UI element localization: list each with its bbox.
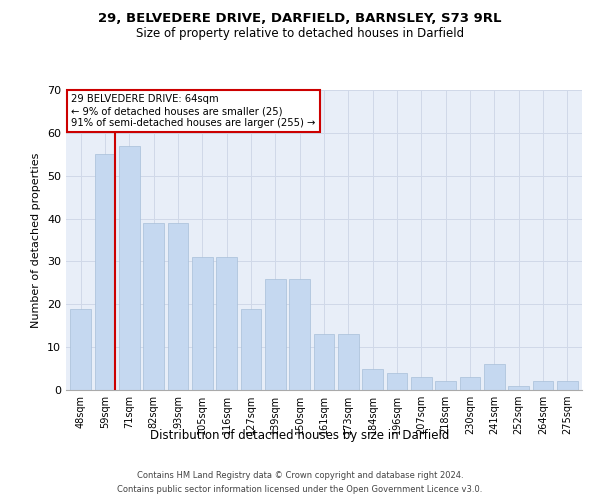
Text: Contains HM Land Registry data © Crown copyright and database right 2024.: Contains HM Land Registry data © Crown c… [137, 472, 463, 480]
Bar [314, 334, 334, 390]
Bar [289, 278, 310, 390]
Bar [143, 223, 164, 390]
Bar [167, 223, 188, 390]
Bar [460, 377, 481, 390]
Bar [338, 334, 359, 390]
Bar [557, 382, 578, 390]
Bar [192, 257, 212, 390]
Bar [241, 308, 262, 390]
Text: Size of property relative to detached houses in Darfield: Size of property relative to detached ho… [136, 28, 464, 40]
Bar [484, 364, 505, 390]
Bar [411, 377, 432, 390]
Bar [533, 382, 553, 390]
Bar [386, 373, 407, 390]
Bar [95, 154, 115, 390]
Text: 29 BELVEDERE DRIVE: 64sqm
← 9% of detached houses are smaller (25)
91% of semi-d: 29 BELVEDERE DRIVE: 64sqm ← 9% of detach… [71, 94, 316, 128]
Bar [216, 257, 237, 390]
Y-axis label: Number of detached properties: Number of detached properties [31, 152, 41, 328]
Bar [70, 308, 91, 390]
Bar [362, 368, 383, 390]
Text: Contains public sector information licensed under the Open Government Licence v3: Contains public sector information licen… [118, 484, 482, 494]
Bar [508, 386, 529, 390]
Bar [436, 382, 456, 390]
Text: Distribution of detached houses by size in Darfield: Distribution of detached houses by size … [151, 428, 449, 442]
Bar [119, 146, 140, 390]
Bar [265, 278, 286, 390]
Text: 29, BELVEDERE DRIVE, DARFIELD, BARNSLEY, S73 9RL: 29, BELVEDERE DRIVE, DARFIELD, BARNSLEY,… [98, 12, 502, 26]
